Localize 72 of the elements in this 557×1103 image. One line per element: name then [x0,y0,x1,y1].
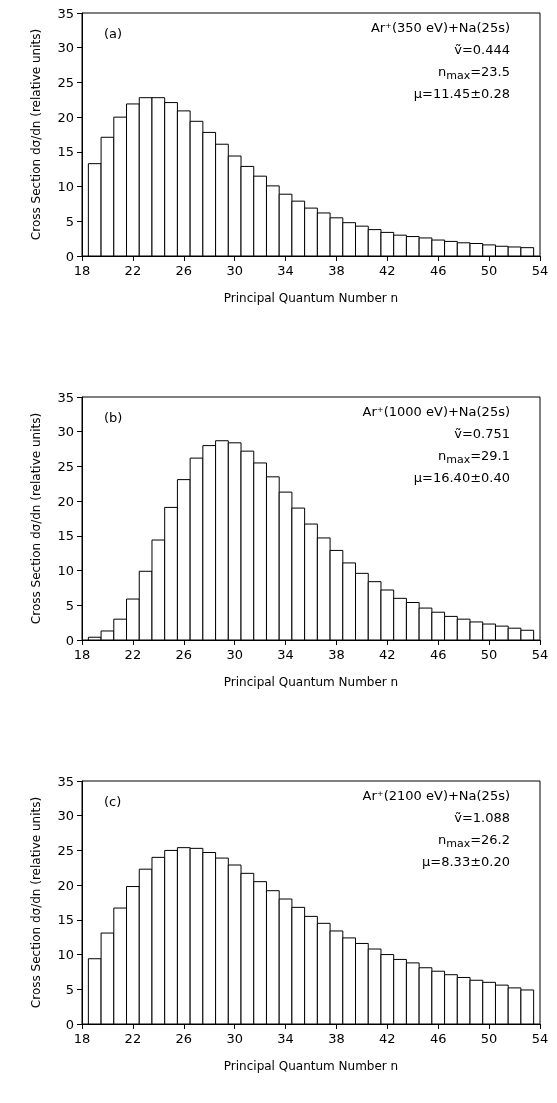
x-tick-label: 26 [175,1031,193,1046]
y-tick-label: 0 [65,248,74,264]
y-axis-title: Cross Section dσ/dn (relative units) [29,796,43,1009]
x-tick-label: 26 [175,647,193,662]
y-tick-label: 0 [65,1016,74,1032]
x-tick-label: 38 [328,1031,345,1046]
y-tick-label: 30 [57,424,74,440]
x-tick-label: 34 [277,1031,294,1046]
annotation: (a) [104,26,123,41]
y-tick-label: 35 [57,389,74,405]
x-tick-label: 46 [429,647,447,662]
y-tick-label: 20 [57,877,74,893]
y-tick-label: 15 [57,144,74,160]
y-tick-label: 30 [57,40,74,56]
x-tick-label: 22 [124,263,142,278]
x-tick-label: 54 [531,1031,549,1046]
annotation: Ar⁺(2100 eV)+Na(25s) [362,788,511,803]
y-tick-label: 10 [57,179,74,195]
x-axis-title: Principal Quantum Number n [223,675,399,689]
x-tick-label: 38 [328,647,345,662]
x-tick-label: 18 [73,1031,91,1046]
x-tick-label: 26 [175,263,193,278]
x-tick-label: 50 [480,647,498,662]
x-tick-label: 34 [277,647,294,662]
y-tick-label: 20 [57,493,74,509]
annotation: (b) [104,410,123,425]
x-tick-label: 30 [226,1031,243,1046]
x-tick-label: 46 [429,1031,447,1046]
x-tick-label: 50 [480,1031,498,1046]
x-tick-label: 46 [429,263,447,278]
x-tick-label: 42 [379,647,396,662]
x-tick-label: 30 [226,263,243,278]
x-tick-label: 42 [379,263,396,278]
x-tick-label: 54 [531,647,549,662]
x-axis-title: Principal Quantum Number n [223,1059,399,1073]
annotation: μ=16.40±0.40 [413,470,510,485]
annotation: (c) [104,794,122,809]
y-axis-title: Cross Section dσ/dn (relative units) [29,28,43,241]
y-tick-label: 15 [57,528,74,544]
y-tick-label: 15 [57,912,74,928]
x-axis-title: Principal Quantum Number n [223,291,399,305]
y-tick-label: 10 [57,563,74,579]
y-tick-label: 25 [57,74,74,90]
annotation: ṽ=0.444 [454,42,511,57]
y-tick-label: 5 [65,981,74,997]
y-axis-title: Cross Section dσ/dn (relative units) [29,412,43,625]
x-tick-label: 42 [379,1031,396,1046]
annotation: Ar⁺(350 eV)+Na(25s) [370,20,510,35]
x-tick-label: 38 [328,263,345,278]
y-tick-label: 20 [57,109,74,125]
x-tick-label: 34 [277,263,294,278]
y-tick-label: 0 [65,632,74,648]
annotation: μ=8.33±0.20 [422,854,511,869]
y-tick-label: 5 [65,597,74,613]
annotation: ṽ=1.088 [454,810,511,825]
y-tick-label: 25 [57,458,74,474]
annotation: Ar⁺(1000 eV)+Na(25s) [362,404,511,419]
x-tick-label: 54 [531,263,549,278]
y-tick-label: 35 [57,5,74,21]
x-tick-label: 18 [73,647,91,662]
annotation: μ=11.45±0.28 [413,86,510,101]
x-tick-label: 18 [73,263,91,278]
y-tick-label: 10 [57,947,74,963]
y-tick-label: 30 [57,808,74,824]
x-tick-label: 30 [226,647,243,662]
x-tick-label: 22 [124,1031,142,1046]
y-tick-label: 25 [57,842,74,858]
annotation: ṽ=0.751 [454,426,511,441]
y-tick-label: 5 [65,213,74,229]
y-tick-label: 35 [57,773,74,789]
x-tick-label: 22 [124,647,142,662]
x-tick-label: 50 [480,263,498,278]
